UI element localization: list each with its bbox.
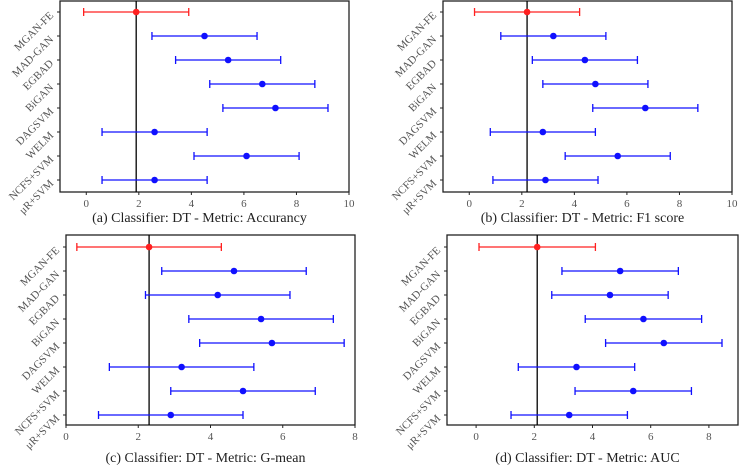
- data-point: [573, 363, 580, 371]
- data-point: [151, 176, 158, 184]
- data-point: [178, 363, 185, 371]
- x-tick-label: 4: [208, 431, 214, 443]
- x-tick-label: 6: [241, 198, 247, 210]
- data-point: [629, 387, 637, 395]
- x-tick-label: 0: [467, 198, 473, 210]
- panel-caption: (a) Classifier: DT - Metric: Accurancy: [92, 211, 307, 226]
- data-point: [224, 56, 232, 64]
- data-point: [565, 411, 573, 419]
- data-point: [614, 152, 622, 160]
- x-tick-label: 6: [624, 198, 630, 210]
- panel-caption: (c) Classifier: DT - Metric: G-mean: [106, 451, 306, 466]
- data-point: [268, 339, 276, 347]
- data-point: [539, 128, 547, 136]
- panel-caption: (d) Classifier: DT - Metric: AUC: [495, 451, 679, 466]
- x-tick-label: 4: [590, 431, 596, 443]
- chart-panel-4: 0 2 4 6 8MGAN-FEMAD-GANEGBADBiGANDAGSVMWELMN…: [394, 234, 739, 466]
- data-point: [230, 267, 238, 275]
- x-tick-label: 0: [473, 431, 479, 443]
- x-tick-label: 4: [572, 198, 578, 210]
- data-point: [259, 80, 266, 88]
- data-point: [214, 291, 222, 299]
- x-tick-label: 8: [706, 431, 712, 443]
- data-point: [239, 387, 247, 395]
- data-point: [533, 243, 541, 251]
- chart-panel-2: 0 2 4 6 8 10MGAN-FEMAD-GANEGBADBiGANDAGSVMWEL…: [390, 0, 739, 226]
- data-point: [660, 339, 668, 347]
- data-point: [616, 267, 624, 275]
- x-tick-label: 0: [63, 431, 69, 443]
- data-point: [132, 8, 140, 16]
- x-tick-label: 2: [136, 198, 142, 210]
- x-tick-label: 4: [189, 198, 195, 210]
- x-tick-label: 8: [677, 198, 683, 210]
- data-point: [167, 411, 175, 419]
- x-tick-label: 8: [294, 198, 300, 210]
- data-point: [145, 243, 153, 251]
- data-point: [523, 8, 531, 16]
- data-point: [606, 291, 614, 299]
- x-tick-label: 6: [280, 431, 286, 443]
- plot-frame: [442, 0, 733, 193]
- x-tick-label: 10: [344, 198, 356, 210]
- x-tick-label: 2: [519, 198, 525, 210]
- chart-panel-1: 0 2 4 6 8 10MGAN-FEMAD-GANEGBADBiGANDAGSVMWEL…: [7, 0, 356, 226]
- data-point: [257, 315, 265, 323]
- data-point: [640, 315, 647, 323]
- data-point: [550, 32, 557, 40]
- data-point: [201, 32, 208, 40]
- x-tick-label: 0: [84, 198, 90, 210]
- data-point: [581, 56, 589, 64]
- plot-frame: [65, 234, 356, 426]
- plot-frame: [59, 0, 350, 193]
- plot-frame: [446, 234, 739, 426]
- data-point: [151, 128, 158, 136]
- x-tick-label: 2: [136, 431, 142, 443]
- panel-caption: (b) Classifier: DT - Metric: F1 score: [481, 211, 684, 226]
- data-point: [272, 104, 279, 112]
- data-point: [642, 104, 649, 112]
- x-tick-label: 8: [352, 431, 358, 443]
- x-tick-label: 10: [727, 198, 739, 210]
- x-tick-label: 6: [648, 431, 654, 443]
- data-point: [542, 176, 549, 184]
- data-point: [592, 80, 599, 88]
- data-point: [243, 152, 250, 160]
- chart-panel-3: 0 2 4 6 8MGAN-FEMAD-GANEGBADBiGANDAGSVMWELMN…: [13, 234, 358, 466]
- x-tick-label: 2: [532, 431, 538, 443]
